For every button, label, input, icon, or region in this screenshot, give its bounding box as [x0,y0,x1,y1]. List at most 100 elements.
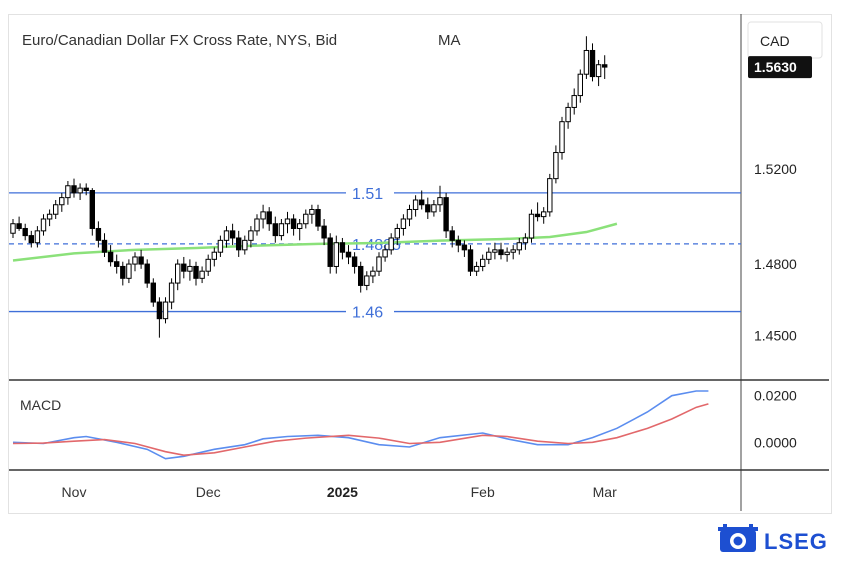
candle-body [370,270,376,277]
candle-body [205,258,211,272]
candle-body [339,242,346,253]
candle-body [595,64,602,78]
candle-body [162,301,169,320]
candle-body [16,223,22,229]
x-tick-Feb: Feb [471,484,495,500]
candle-body [53,204,59,215]
candle-body [22,227,28,237]
candle-body [547,178,553,213]
candle-body [71,185,77,194]
candle-body [528,213,535,239]
candle-body [229,230,236,239]
candle-body [333,242,340,267]
candle-body [168,282,175,303]
x-tick-2025: 2025 [327,484,358,500]
candle-body [266,211,272,225]
candle-body [467,249,474,272]
candle-body [187,265,193,272]
candle-body [211,251,218,260]
candle-body [431,204,437,213]
candle-body [107,251,114,263]
candle-body [473,265,480,272]
price-tick-1.4500: 1.4500 [754,327,797,343]
candle-body [217,239,224,253]
candle-body [223,230,230,241]
candle-body [455,239,462,246]
candle-body [480,258,486,267]
candle-body [144,263,150,284]
level-label-bg [346,300,394,323]
candle-body [95,227,102,241]
candle-body [559,121,565,154]
macd-series-macd [12,390,709,460]
macd-tick-0.0200: 0.0200 [754,388,797,404]
x-tick-Dec: Dec [196,484,221,500]
candle-body [449,230,455,241]
candle-body [522,237,529,244]
candle-body [83,187,89,192]
candle-body [364,275,370,286]
candle-body [443,197,449,232]
candle-body [156,301,163,320]
candle-body [132,256,138,265]
candle-body [358,265,364,286]
macd-panel [12,390,709,460]
candle-body [351,256,358,267]
candle-body [248,230,254,241]
candle-body [150,282,157,303]
candle-body [425,204,431,213]
candle-body [534,213,541,218]
candle-body [254,218,260,232]
candle-body [126,263,132,279]
candle-body [193,265,199,279]
candle-body [589,49,596,78]
candle-body [46,213,53,220]
candle-body [553,152,559,180]
macd-title: MACD [20,397,61,413]
candle-body [571,95,577,108]
candle-body [577,73,583,97]
candle-body [40,218,47,232]
candle-body [382,249,388,258]
candle-body [175,263,181,284]
candle-body [89,190,95,229]
candle-body [260,211,266,220]
price-tick-1.4800: 1.4800 [754,256,797,272]
candle-body [59,197,65,206]
candle-body [242,239,248,251]
candle-body [138,256,144,265]
candle-body [101,239,108,253]
candle-body [602,64,608,68]
candle-body [284,218,291,225]
indicator-label: MA [438,32,461,49]
candle-body [419,199,425,206]
x-tick-Mar: Mar [593,484,617,500]
candle-body [504,251,510,256]
candle-body [498,249,504,256]
candle-body [236,237,242,251]
candle-body [181,263,187,272]
candle-body [461,244,468,251]
candle-body [388,237,394,251]
candle-body [297,223,303,229]
candle-body [437,197,443,206]
candle-body [583,49,590,75]
candle-body [272,223,279,237]
last-price-label: 1.5630 [754,59,797,75]
candle-body [510,249,516,253]
macd-series-signal [12,403,709,456]
x-tick-Nov: Nov [62,484,87,500]
currency-badge-label: CAD [760,33,790,49]
candle-body [406,208,413,220]
candle-body [114,261,120,267]
candle-body [65,185,71,199]
candle-body [315,208,321,227]
candle-body [120,265,126,279]
candle-body [290,218,297,229]
moving-average-line [12,222,618,262]
candle-body [278,223,285,237]
lseg-emblem-icon [718,524,758,552]
candle-body [486,251,492,260]
candle-body [303,213,309,225]
